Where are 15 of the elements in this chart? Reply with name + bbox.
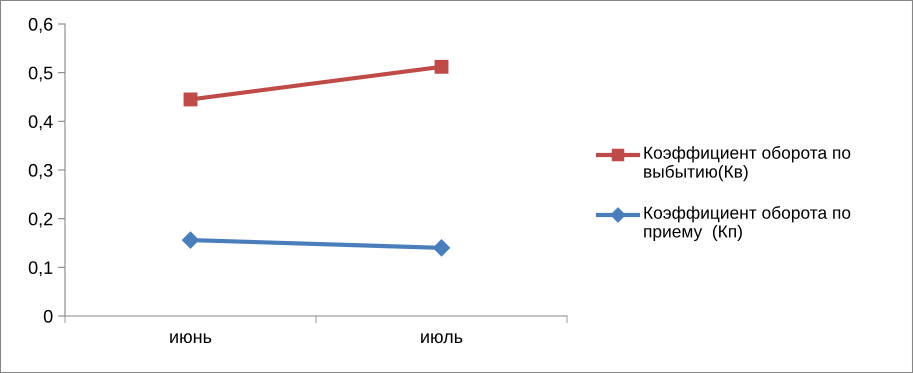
legend-label: Коэффициент оборота по выбытию(Кв) <box>644 146 850 182</box>
y-tick-label: 0,3 <box>28 164 52 179</box>
y-tick-label: 0,5 <box>28 66 52 82</box>
point <box>432 239 450 256</box>
point <box>434 60 448 74</box>
y-tick-label: 0,6 <box>28 18 52 33</box>
point <box>182 232 200 249</box>
y-tick-label: 0,2 <box>28 212 52 228</box>
y-tick-label: 0,4 <box>28 115 53 130</box>
x-tick-label: июнь <box>170 333 212 344</box>
y-tick-label: 0,1 <box>28 261 52 276</box>
x-tick-label: июль <box>421 333 462 344</box>
legend-label: Коэффициент оборота по приему (Кп) <box>644 206 850 242</box>
point <box>184 92 198 106</box>
y-tick-label: 0 <box>44 310 52 323</box>
